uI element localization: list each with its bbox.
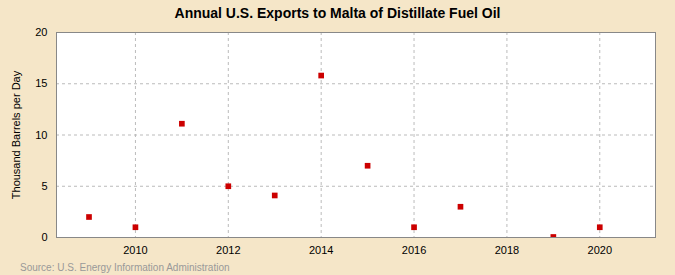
svg-text:2010: 2010 xyxy=(123,244,147,256)
html-text:Source: U.S. Energy Informatio: Source: U.S. Energy Information Administ… xyxy=(20,262,230,273)
svg-text:10: 10 xyxy=(35,129,47,141)
svg-text:Thousand Barrels per Day: Thousand Barrels per Day xyxy=(10,70,22,199)
svg-text:15: 15 xyxy=(35,77,47,89)
svg-text:5: 5 xyxy=(41,180,47,192)
svg-text:2018: 2018 xyxy=(495,244,519,256)
svg-text:20: 20 xyxy=(35,26,47,38)
html-text:Annual U.S. Exports to Malta o: Annual U.S. Exports to Malta of Distilla… xyxy=(174,5,501,21)
svg-text:2014: 2014 xyxy=(309,244,333,256)
svg-text:2016: 2016 xyxy=(402,244,426,256)
svg-text:2020: 2020 xyxy=(588,244,612,256)
svg-text:2012: 2012 xyxy=(216,244,240,256)
svg-text:0: 0 xyxy=(41,231,47,243)
